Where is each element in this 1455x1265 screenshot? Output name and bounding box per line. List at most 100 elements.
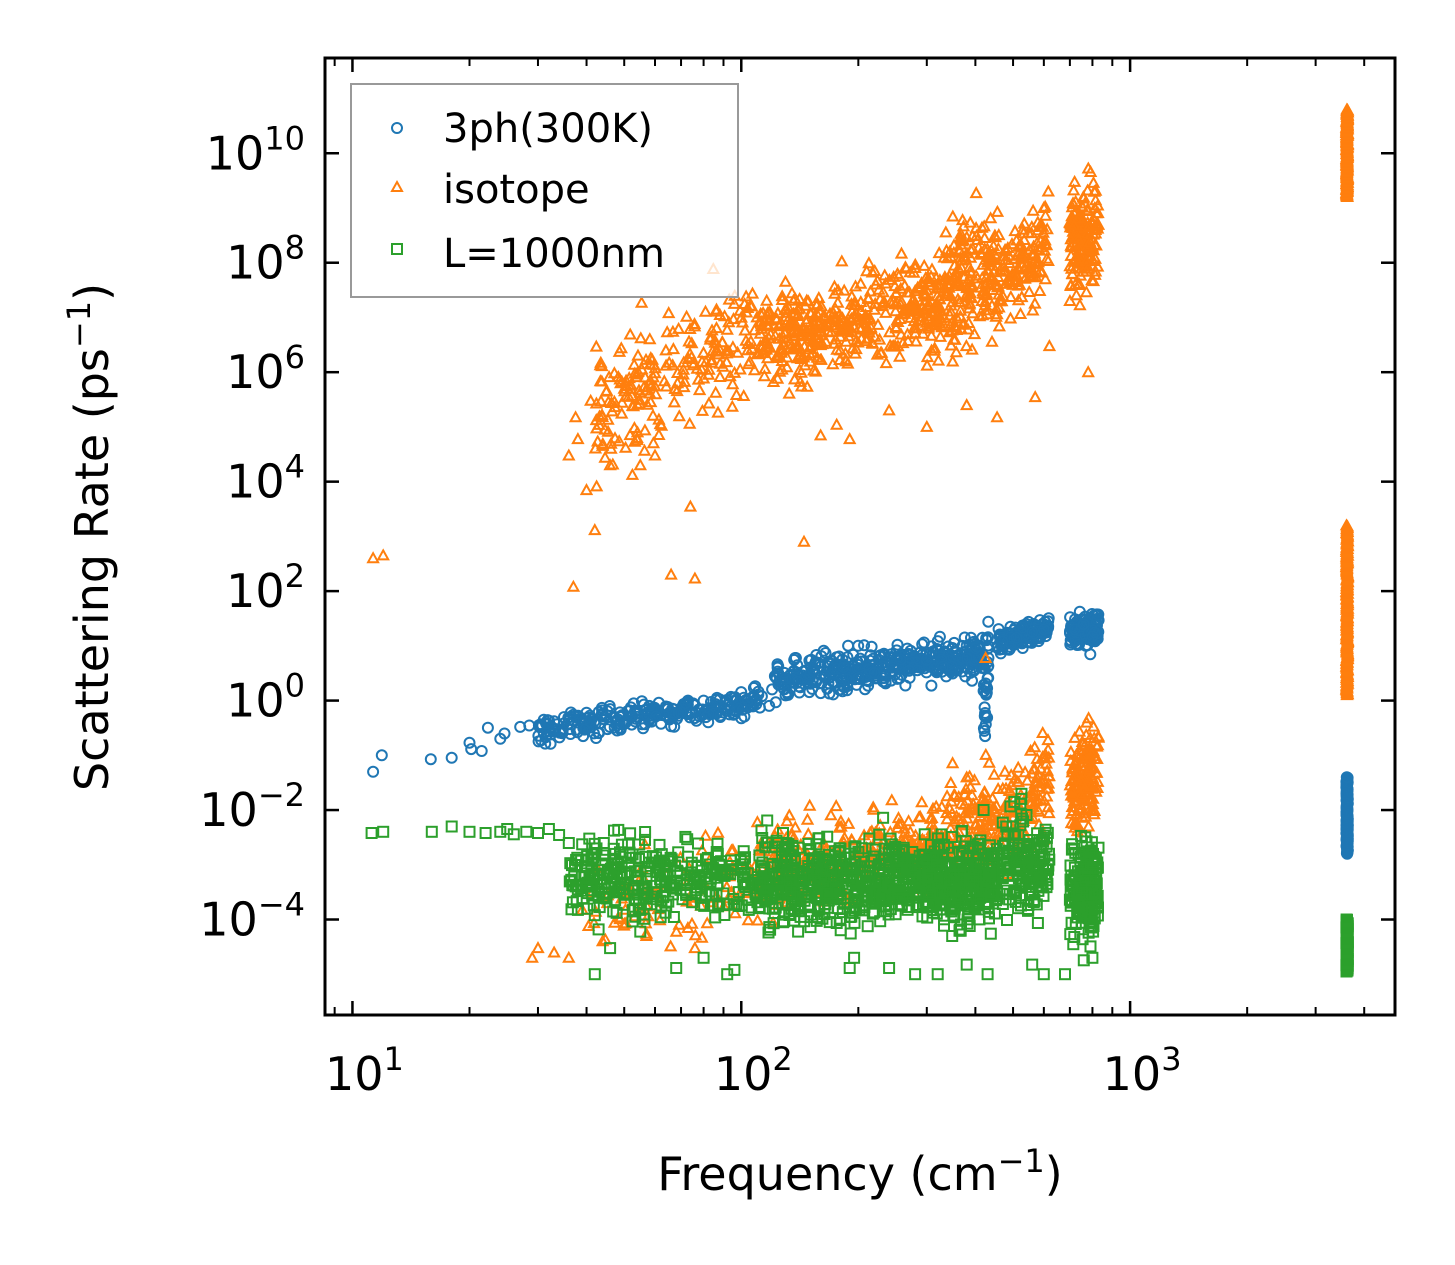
triangle-point <box>940 287 955 300</box>
triangle-point <box>663 939 678 952</box>
triangle-point <box>848 294 862 307</box>
triangle-point <box>891 820 905 833</box>
circle-point <box>725 690 737 703</box>
triangle-point <box>963 215 977 228</box>
circle-point <box>982 615 995 628</box>
triangle-point <box>571 432 585 445</box>
triangle-point <box>946 354 960 367</box>
triangle-point <box>747 363 762 376</box>
triangle-point <box>720 322 734 335</box>
square-point <box>600 869 613 882</box>
triangle-point <box>995 294 1009 307</box>
triangle-point <box>601 412 615 425</box>
square-point <box>608 824 620 837</box>
circle-point <box>936 660 949 673</box>
triangle-point <box>723 369 737 382</box>
triangle-point <box>683 416 697 429</box>
triangle-point <box>843 432 857 445</box>
square-point <box>921 911 934 924</box>
square-point <box>626 848 639 861</box>
triangle-point <box>618 440 633 453</box>
circle-point <box>629 715 642 728</box>
triangle-point <box>713 307 727 320</box>
square-point <box>597 837 610 849</box>
square-point <box>781 897 794 909</box>
triangle-point <box>1081 203 1095 216</box>
circle-point <box>1028 627 1041 640</box>
triangle-point <box>1091 259 1105 272</box>
triangle-point <box>702 362 716 375</box>
square-point <box>1069 918 1082 930</box>
triangle-point <box>705 353 719 366</box>
square-point <box>903 901 916 913</box>
triangle-point <box>733 362 747 375</box>
triangle-point <box>845 304 859 317</box>
square-point <box>1082 926 1095 939</box>
square-point <box>614 850 627 863</box>
square-point <box>918 828 931 841</box>
circle-point <box>713 693 726 706</box>
triangle-point <box>935 320 949 333</box>
circle-point <box>535 734 548 747</box>
triangle-point <box>672 917 686 930</box>
triangle-point <box>898 260 913 273</box>
square-point <box>755 824 768 837</box>
triangle-point <box>931 280 946 293</box>
triangle-point <box>858 308 873 321</box>
triangle-point <box>785 326 799 339</box>
triangle-point <box>1084 803 1098 816</box>
triangle-point <box>644 395 658 408</box>
circle-point <box>958 631 971 644</box>
square-point <box>877 811 890 824</box>
triangle-point <box>945 756 960 769</box>
circle-point <box>717 706 730 719</box>
triangle-point <box>791 338 805 351</box>
square-point <box>758 887 771 900</box>
triangle-point <box>1072 211 1086 224</box>
triangle-point <box>943 304 958 317</box>
triangle-point <box>725 399 739 412</box>
square-point <box>794 899 807 912</box>
triangle-point <box>1074 788 1088 801</box>
triangle-point <box>1016 226 1031 239</box>
triangle-point <box>960 793 974 806</box>
triangle-point <box>635 362 649 375</box>
triangle-point <box>727 365 742 378</box>
triangle-point <box>623 327 637 340</box>
triangle-point <box>1078 809 1093 822</box>
triangle-point <box>1066 183 1081 196</box>
triangle-point <box>819 334 833 347</box>
triangle-point <box>1037 200 1051 213</box>
triangle-point <box>759 342 774 355</box>
triangle-point <box>878 268 892 281</box>
triangle-point <box>1024 786 1038 799</box>
square-point <box>725 854 738 867</box>
triangle-point <box>900 285 914 298</box>
triangle-point <box>1091 198 1105 211</box>
triangle-point <box>828 332 843 345</box>
triangle-point <box>688 571 702 584</box>
circle-point <box>904 644 917 657</box>
triangle-point <box>780 814 794 827</box>
triangle-point <box>1065 799 1079 812</box>
square-point <box>1015 808 1028 821</box>
triangle-point <box>593 374 608 387</box>
triangle-point <box>947 787 961 800</box>
triangle-point <box>814 299 829 312</box>
triangle-point <box>722 344 736 357</box>
square-point <box>953 924 966 937</box>
triangle-point <box>1038 236 1052 249</box>
triangle-point <box>795 328 810 341</box>
triangle-point <box>760 351 775 364</box>
triangle-point <box>1074 802 1088 815</box>
circle-point <box>852 639 865 652</box>
triangle-point <box>940 789 954 802</box>
triangle-point <box>1038 272 1053 285</box>
triangle-point <box>659 343 673 356</box>
triangle-point <box>1072 242 1086 255</box>
triangle-point <box>688 928 703 941</box>
triangle-point <box>752 315 766 328</box>
square-point <box>703 858 716 871</box>
circle-point <box>852 671 865 684</box>
triangle-point <box>978 650 993 663</box>
